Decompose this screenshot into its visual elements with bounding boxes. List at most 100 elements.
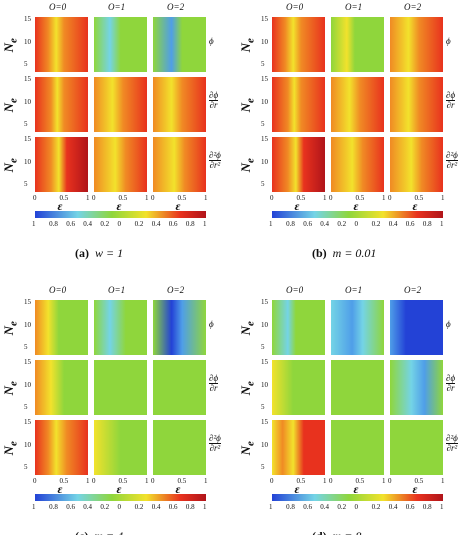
caption: (b) m = 0.01: [312, 246, 376, 261]
colorbar-tick-label: 0.6: [168, 220, 178, 228]
x-tick-label: 1: [145, 477, 149, 485]
y-tick-label: 5: [261, 463, 265, 471]
y-tick-label: 15: [261, 75, 268, 83]
y-label-sub: e: [244, 37, 257, 43]
x-tick-label: 0: [388, 194, 392, 202]
caption-text: m = 4: [94, 529, 123, 535]
colorbar-tick-label: 0.2: [371, 220, 381, 228]
y-label-base: N: [237, 325, 253, 335]
y-tick-label: 15: [24, 358, 31, 366]
colorbar-tick-label: 0.6: [405, 220, 415, 228]
row-label: ∂ϕ ∂r: [446, 374, 456, 393]
x-tick-label: 0.5: [177, 477, 187, 485]
heatmap: [390, 360, 443, 415]
colorbar-tick-label: 0.4: [83, 503, 93, 511]
y-tick-label: 10: [261, 157, 268, 166]
caption: (c) m = 4: [75, 529, 123, 535]
y-tick-label: 15: [261, 135, 268, 143]
x-tick-label: 1: [323, 194, 327, 202]
x-tick-label: 0: [151, 194, 155, 202]
heatmap: [390, 137, 443, 192]
y-label-base: N: [237, 42, 253, 52]
row-label-den: ∂r: [446, 383, 456, 393]
x-tick-label: 0: [270, 477, 274, 485]
x-tick-label: 0.5: [414, 477, 424, 485]
row-label-num: ϕ: [209, 36, 214, 46]
x-tick-label: 0: [329, 194, 333, 202]
x-tick-label: 1: [441, 477, 445, 485]
heatmap: [390, 77, 443, 132]
heatmap: [35, 77, 88, 132]
colorbar-tick-label: 0.4: [388, 503, 398, 511]
caption: (d) m = 8: [312, 529, 361, 535]
x-axis-label: ε: [175, 199, 181, 213]
heatmap: [390, 17, 443, 72]
column-title: O=0: [286, 285, 304, 295]
y-tick-label: 5: [24, 120, 28, 128]
row-label: ∂²ϕ ∂r²: [209, 151, 221, 170]
colorbar-tick-label: 1: [269, 503, 273, 511]
y-tick-label: 10: [24, 157, 31, 166]
row-label-den: ∂r: [209, 383, 219, 393]
row-label: ∂²ϕ ∂r²: [446, 151, 458, 170]
row-label-num: ∂²ϕ: [209, 150, 221, 160]
colorbar-tick-label: 0: [354, 503, 359, 511]
y-tick-label: 15: [24, 15, 31, 23]
colorbar-tick-label: 0.4: [388, 220, 398, 228]
y-tick-label: 15: [24, 75, 31, 83]
colorbar-tick-label: 0.8: [286, 220, 295, 228]
heatmap: [35, 360, 88, 415]
caption-text: w = 1: [95, 246, 124, 260]
x-tick-label: 1: [86, 477, 90, 485]
colorbar-tick-label: 0.2: [134, 503, 144, 511]
colorbar-tick-label: 0.8: [185, 503, 195, 511]
column-title: O=2: [404, 285, 422, 295]
colorbar-tick-label: 0.8: [49, 220, 58, 228]
y-tick-label: 5: [24, 60, 28, 68]
x-axis-label: ε: [353, 199, 359, 213]
row-label-num: ϕ: [209, 319, 214, 329]
x-tick-label: 0.5: [296, 194, 306, 202]
x-tick-label: 0.5: [296, 477, 306, 485]
row-label-den: ∂r: [446, 100, 456, 110]
colorbar-tick-label: 0.2: [337, 220, 347, 228]
column-title: O=1: [108, 2, 126, 12]
heatmap: [35, 300, 88, 355]
heatmap: [272, 17, 325, 72]
heatmap: [153, 300, 206, 355]
x-tick-label: 0.5: [414, 194, 424, 202]
y-label-base: N: [237, 162, 253, 172]
row-label-num: ∂²ϕ: [446, 150, 458, 160]
x-tick-label: 1: [204, 194, 208, 202]
heatmap: [94, 77, 147, 132]
row-label: ∂²ϕ ∂r²: [446, 434, 458, 453]
column-title: O=0: [49, 285, 67, 295]
row-label-num: ϕ: [446, 319, 451, 329]
caption-text: m = 8: [333, 529, 362, 535]
column-title: O=0: [286, 2, 304, 12]
y-tick-label: 5: [261, 180, 265, 188]
y-tick-label: 10: [261, 440, 268, 449]
x-axis-label: ε: [57, 199, 63, 213]
colorbar-tick-label: 1: [32, 503, 36, 511]
y-label-base: N: [0, 162, 16, 172]
colorbar-tick-label: 0.6: [303, 503, 312, 511]
heatmap: [153, 77, 206, 132]
y-axis-label: Ne: [1, 158, 20, 172]
y-label-base: N: [237, 385, 253, 395]
x-tick-label: 1: [86, 194, 90, 202]
x-axis-label: ε: [294, 482, 300, 496]
heatmap: [153, 137, 206, 192]
heatmap: [35, 137, 88, 192]
x-tick-label: 0.5: [118, 477, 128, 485]
y-tick-label: 5: [261, 120, 265, 128]
y-label-sub: e: [244, 440, 257, 446]
x-tick-label: 1: [204, 477, 208, 485]
x-tick-label: 0.5: [355, 477, 365, 485]
heatmap: [153, 17, 206, 72]
colorbar-tick-label: 0.8: [49, 503, 58, 511]
y-label-base: N: [0, 102, 16, 112]
row-label-den: ∂r²: [209, 443, 221, 453]
y-axis-label: Ne: [238, 381, 257, 395]
colorbar-tick-label: 0: [354, 220, 359, 228]
